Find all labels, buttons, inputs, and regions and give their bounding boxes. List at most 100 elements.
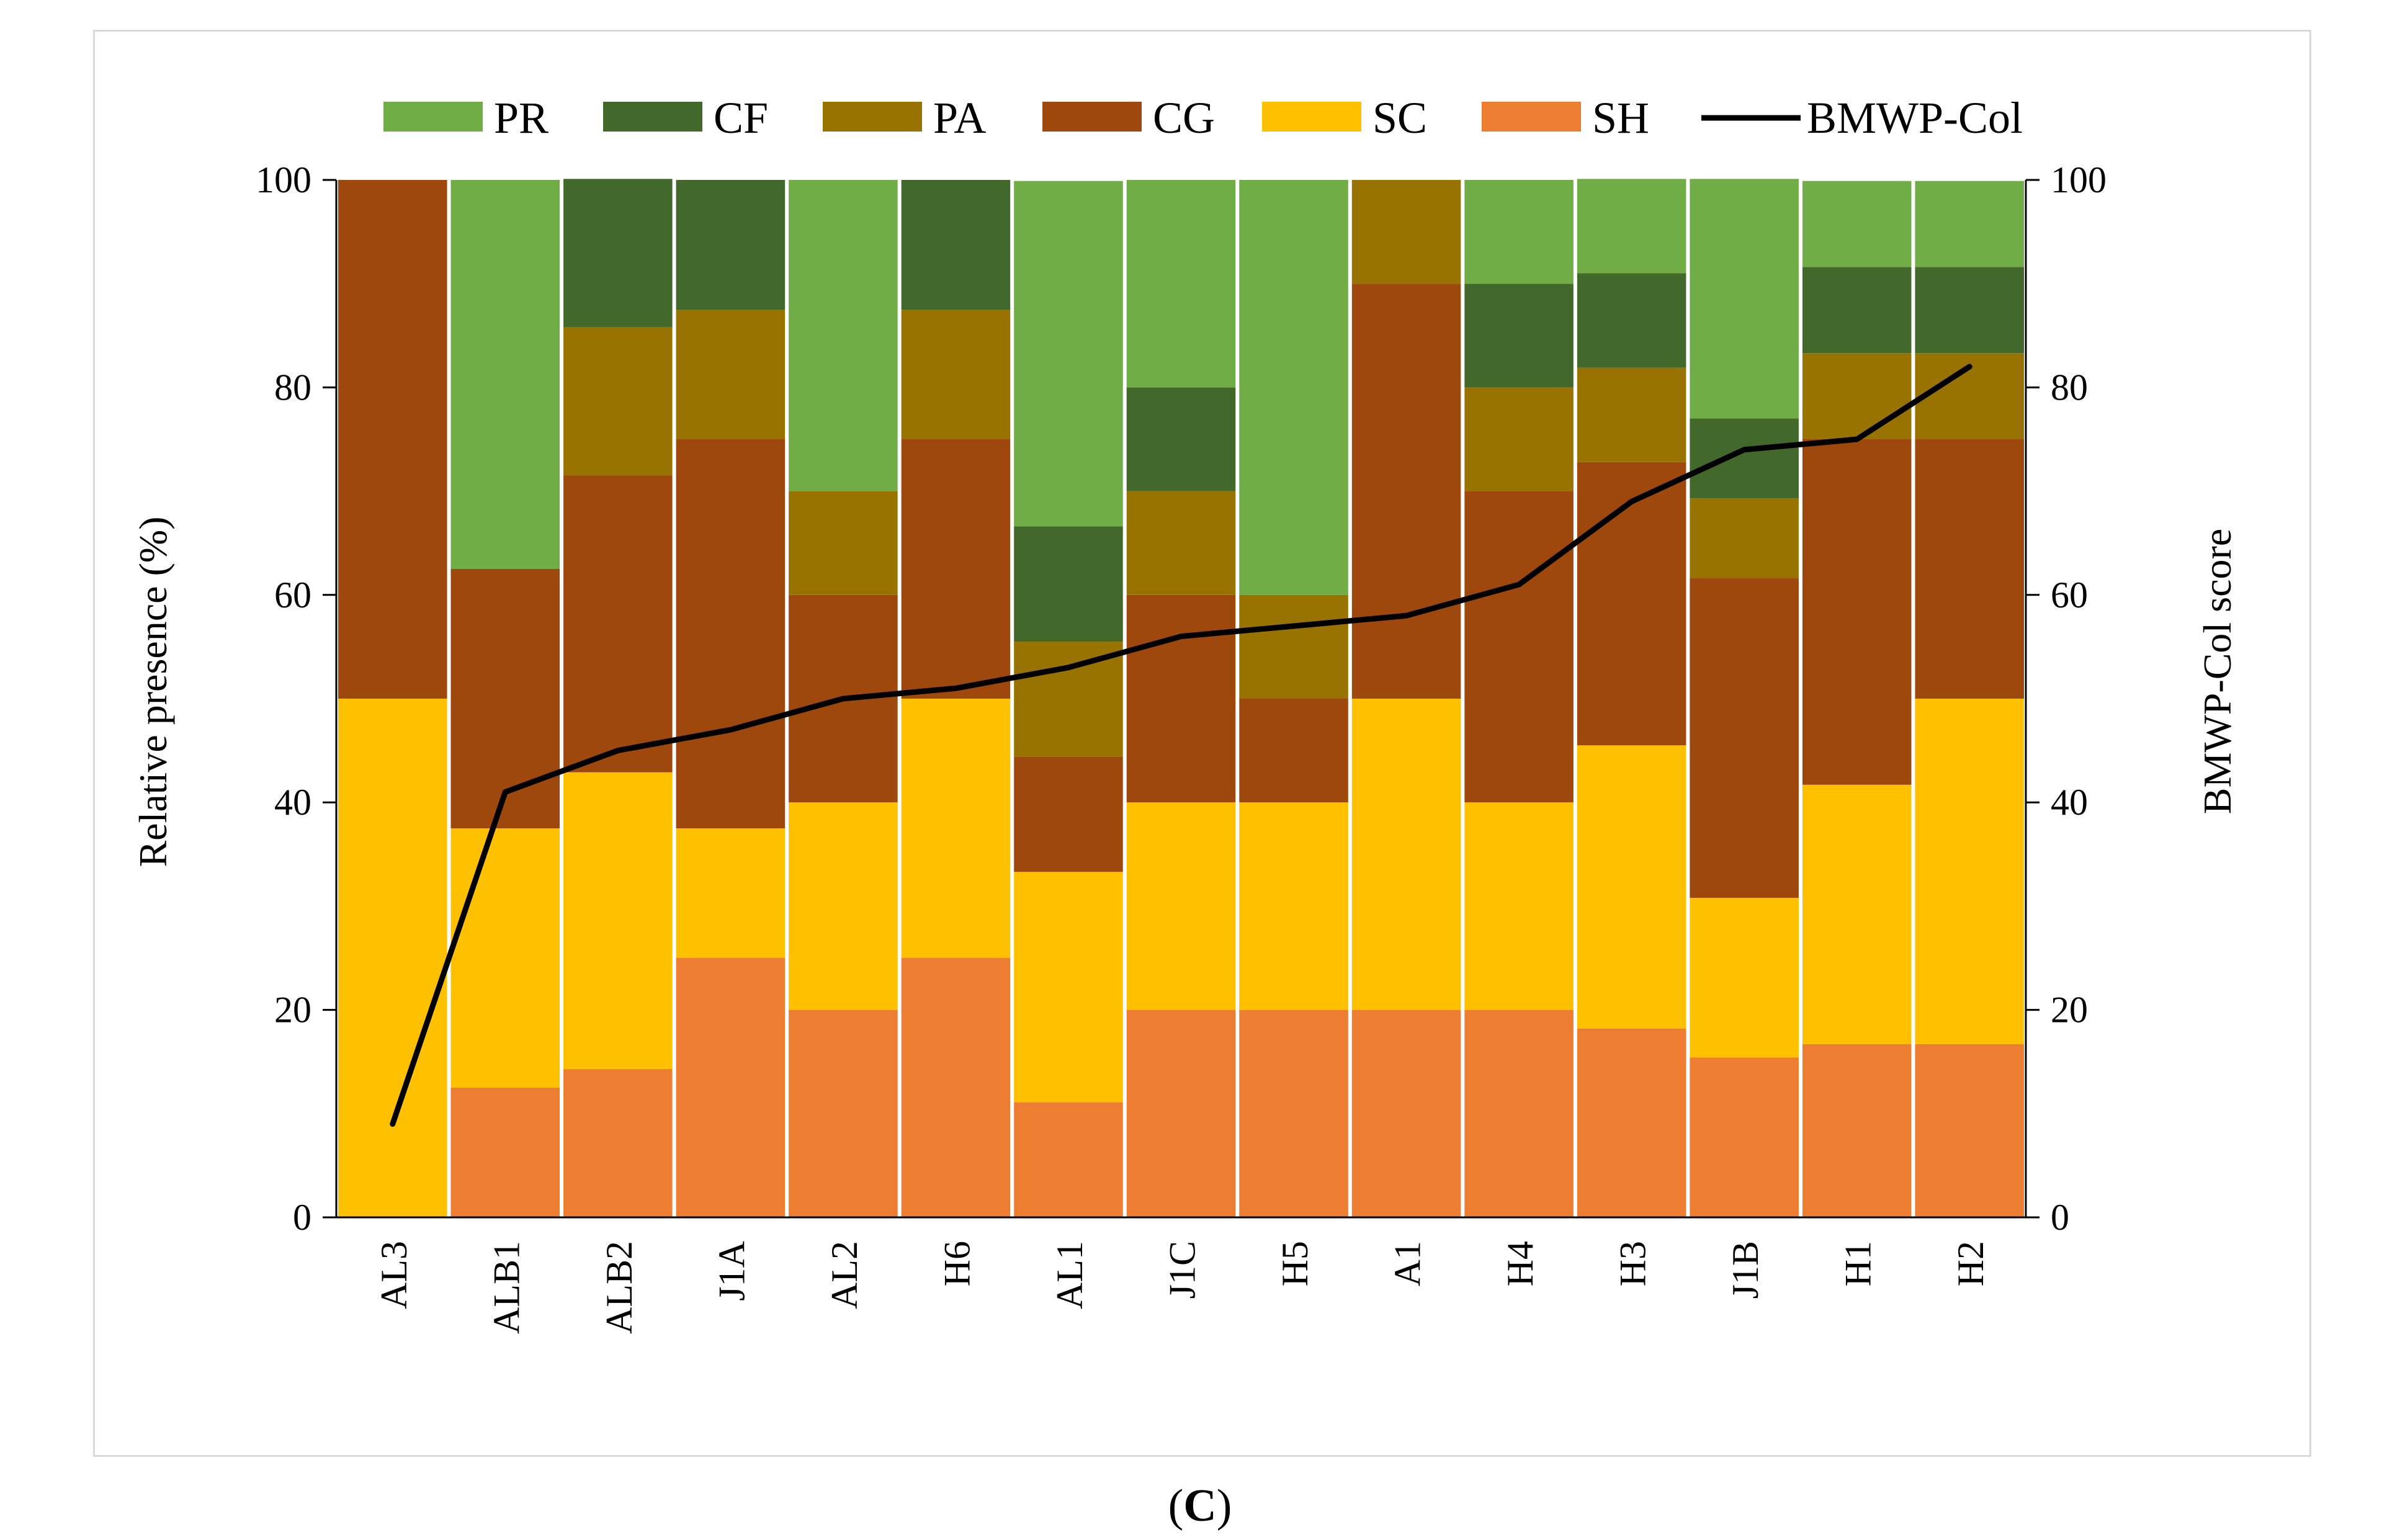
bar-cg-h6: [901, 439, 1011, 699]
bar-pr-h1: [1802, 181, 1912, 267]
bar-sh-al1: [1014, 1102, 1123, 1217]
x-tick-label-al3: AL3: [374, 1241, 414, 1309]
y2-tick-label-60: 60: [2051, 575, 2088, 616]
bar-cg-h4: [1464, 491, 1574, 803]
bar-sh-h6: [901, 958, 1011, 1217]
panel-label: (C): [0, 1480, 2400, 1533]
legend: PR CF PA CG SC SH BMWP-Col: [383, 93, 2023, 143]
bars-group: [338, 179, 2024, 1217]
x-tick-label-al2: AL2: [824, 1241, 865, 1309]
bar-pr-h4: [1464, 180, 1574, 284]
bar-sc-alb1: [450, 828, 560, 1088]
legend-swatch-pr: [383, 102, 483, 132]
bar-pa-h5: [1239, 594, 1348, 699]
line-group: [390, 364, 1972, 1127]
bar-cf-h4: [1464, 284, 1574, 388]
bar-pa-j1a: [676, 310, 786, 439]
bar-sh-h2: [1915, 1044, 2024, 1217]
bar-pr-j1c: [1126, 180, 1236, 388]
bar-cg-j1c: [1126, 594, 1236, 803]
bar-pr-al2: [789, 180, 898, 491]
bar-pr-h5: [1239, 180, 1348, 595]
bar-pa-h4: [1464, 387, 1574, 491]
y-tick-label-100: 100: [256, 159, 311, 200]
x-tick-label-h4: H4: [1500, 1241, 1541, 1286]
bar-sc-j1b: [1690, 898, 1799, 1058]
bar-sc-h6: [901, 699, 1011, 958]
bar-sc-h4: [1464, 802, 1574, 1010]
x-tick-label-j1b: J1B: [1725, 1241, 1766, 1299]
bar-sc-j1a: [676, 828, 786, 958]
y-tick-label-20: 20: [274, 990, 311, 1031]
bar-sh-alb1: [450, 1088, 560, 1217]
line-bmwp-col: [390, 364, 1972, 1127]
legend-label-pa: PA: [933, 93, 986, 143]
legend-label-cf: CF: [714, 93, 768, 143]
x-tick-label-j1c: J1C: [1162, 1241, 1203, 1299]
bar-pa-al2: [789, 491, 898, 595]
bar-cg-alb2: [563, 475, 673, 772]
bar-pa-a1: [1351, 180, 1461, 284]
x-tick-label-j1a: J1A: [711, 1241, 752, 1301]
y2-axis-title: BMWP-Col score: [2195, 529, 2239, 814]
x-tick-label-a1: A1: [1387, 1241, 1428, 1286]
bar-sc-al2: [789, 802, 898, 1010]
y2-tick-label-20: 20: [2051, 990, 2088, 1031]
x-tick-label-al1: AL1: [1049, 1241, 1090, 1309]
bar-sc-h1: [1802, 784, 1912, 1044]
bar-pa-al1: [1014, 642, 1123, 757]
panel-label-open: (: [1168, 1480, 1184, 1531]
legend-label-bmwp-col: BMWP-Col: [1807, 93, 2023, 143]
bar-sh-h4: [1464, 1010, 1574, 1217]
legend-swatch-sh: [1482, 102, 1581, 132]
y-axis-title: Relative presence (%): [131, 516, 175, 867]
bar-pa-h1: [1802, 353, 1912, 439]
axes-group: 0 20 40 60 80 100 0 20 40 60 80 100 AL3 ALB1 ALB2 J1A AL…: [256, 159, 2107, 1334]
bar-sc-al3: [338, 699, 447, 1217]
bar-sc-h2: [1915, 699, 2024, 1044]
bar-pr-al1: [1014, 181, 1123, 527]
bar-sh-h1: [1802, 1044, 1912, 1217]
legend-label-cg: CG: [1153, 93, 1215, 143]
bar-cf-j1c: [1126, 387, 1236, 491]
bar-cg-a1: [1351, 284, 1461, 699]
bar-cg-h2: [1915, 439, 2024, 699]
bar-pa-j1c: [1126, 491, 1236, 595]
bar-pa-h3: [1577, 367, 1686, 462]
bar-sc-h3: [1577, 745, 1686, 1029]
bar-pr-j1b: [1690, 179, 1799, 419]
bar-sh-alb2: [563, 1068, 673, 1217]
bar-cg-j1b: [1690, 578, 1799, 898]
bar-cg-h3: [1577, 462, 1686, 746]
bar-sc-a1: [1351, 699, 1461, 1010]
y2-tick-label-80: 80: [2051, 367, 2088, 408]
bar-sc-al1: [1014, 872, 1123, 1103]
bar-cf-h2: [1915, 267, 2024, 354]
bar-cg-al3: [338, 180, 447, 699]
legend-label-sh: SH: [1592, 93, 1649, 143]
x-tick-label-h5: H5: [1274, 1241, 1315, 1286]
bar-sh-a1: [1351, 1010, 1461, 1217]
bar-cg-h1: [1802, 439, 1912, 785]
bar-cf-alb2: [563, 179, 673, 328]
bar-pr-h3: [1577, 179, 1686, 274]
y2-tick-label-100: 100: [2051, 159, 2107, 200]
x-tick-label-h6: H6: [936, 1241, 977, 1286]
bar-cg-j1a: [676, 439, 786, 828]
y-tick-label-80: 80: [274, 367, 311, 408]
bar-pa-alb2: [563, 327, 673, 476]
bar-pr-alb1: [450, 180, 560, 569]
x-tick-label-alb2: ALB2: [599, 1241, 640, 1334]
bar-cf-h3: [1577, 273, 1686, 368]
panel-label-close: ): [1216, 1480, 1232, 1531]
bar-cg-alb1: [450, 569, 560, 828]
bar-sh-h5: [1239, 1010, 1348, 1217]
bar-cf-j1a: [676, 180, 786, 310]
y-tick-label-60: 60: [274, 575, 311, 616]
bar-sh-j1a: [676, 958, 786, 1217]
legend-swatch-sc: [1262, 102, 1361, 132]
bar-cg-h5: [1239, 699, 1348, 803]
legend-swatch-cf: [603, 102, 702, 132]
legend-label-sc: SC: [1372, 93, 1427, 143]
